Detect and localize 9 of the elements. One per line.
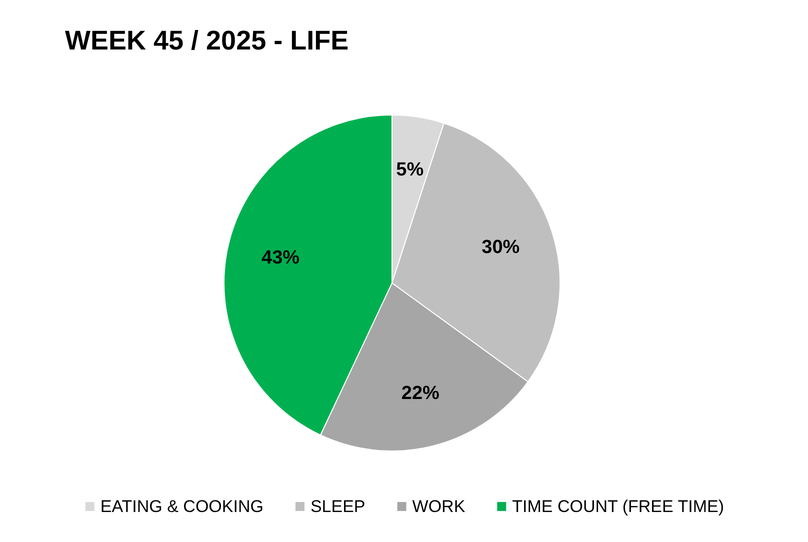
data-label: 30%: [482, 237, 520, 258]
data-label: 43%: [261, 248, 300, 269]
chart-title: WEEK 45 / 2025 - LIFE: [65, 26, 349, 56]
legend-label: EATING & COOKING: [100, 497, 264, 516]
legend-label: SLEEP: [310, 497, 366, 516]
data-label: 22%: [401, 383, 440, 404]
data-label: 5%: [396, 160, 424, 181]
legend-label: WORK: [412, 497, 466, 516]
legend-label: TIME COUNT (FREE TIME): [512, 497, 724, 516]
